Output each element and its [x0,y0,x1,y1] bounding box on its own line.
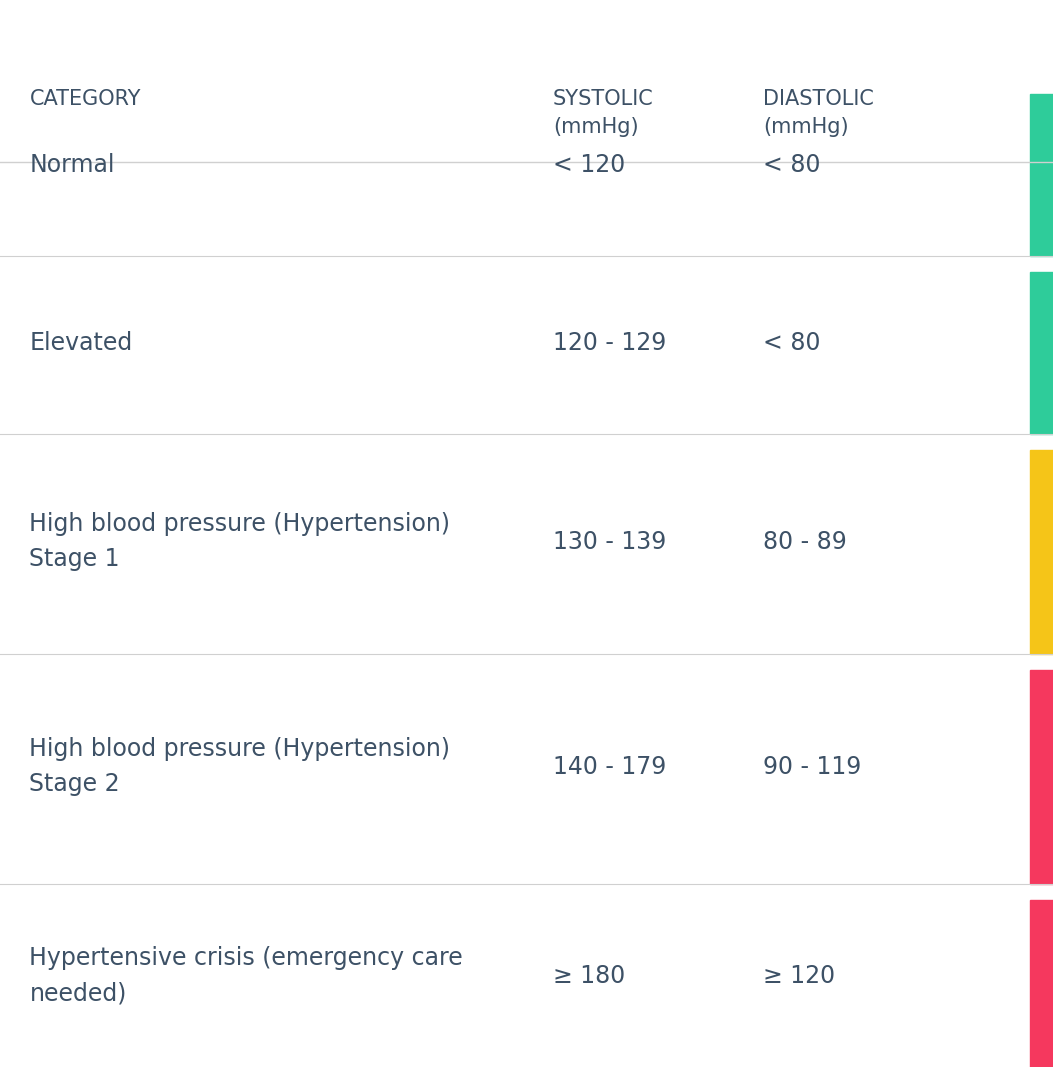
Bar [1030,899,1053,1067]
Text: Hypertensive crisis (emergency care
needed): Hypertensive crisis (emergency care need… [29,946,463,1005]
Text: ≥ 120: ≥ 120 [763,964,835,988]
Bar [1030,272,1053,434]
Text: 120 - 129: 120 - 129 [553,331,667,354]
Text: < 80: < 80 [763,153,821,177]
Text: 130 - 139: 130 - 139 [553,529,667,554]
Text: DIASTOLIC
(mmHg): DIASTOLIC (mmHg) [763,89,874,137]
Bar [1030,670,1053,885]
Bar [1030,450,1053,654]
Text: < 120: < 120 [553,153,625,177]
Text: High blood pressure (Hypertension)
Stage 1: High blood pressure (Hypertension) Stage… [29,512,451,571]
Text: 140 - 179: 140 - 179 [553,754,667,779]
Text: Normal: Normal [29,153,115,177]
Text: CATEGORY: CATEGORY [29,89,141,109]
Text: SYSTOLIC
(mmHg): SYSTOLIC (mmHg) [553,89,654,137]
Text: Elevated: Elevated [29,331,133,354]
Text: High blood pressure (Hypertension)
Stage 2: High blood pressure (Hypertension) Stage… [29,737,451,796]
Text: 80 - 89: 80 - 89 [763,529,848,554]
Bar [1030,94,1053,256]
Text: ≥ 180: ≥ 180 [553,964,625,988]
Text: 90 - 119: 90 - 119 [763,754,861,779]
Text: < 80: < 80 [763,331,821,354]
